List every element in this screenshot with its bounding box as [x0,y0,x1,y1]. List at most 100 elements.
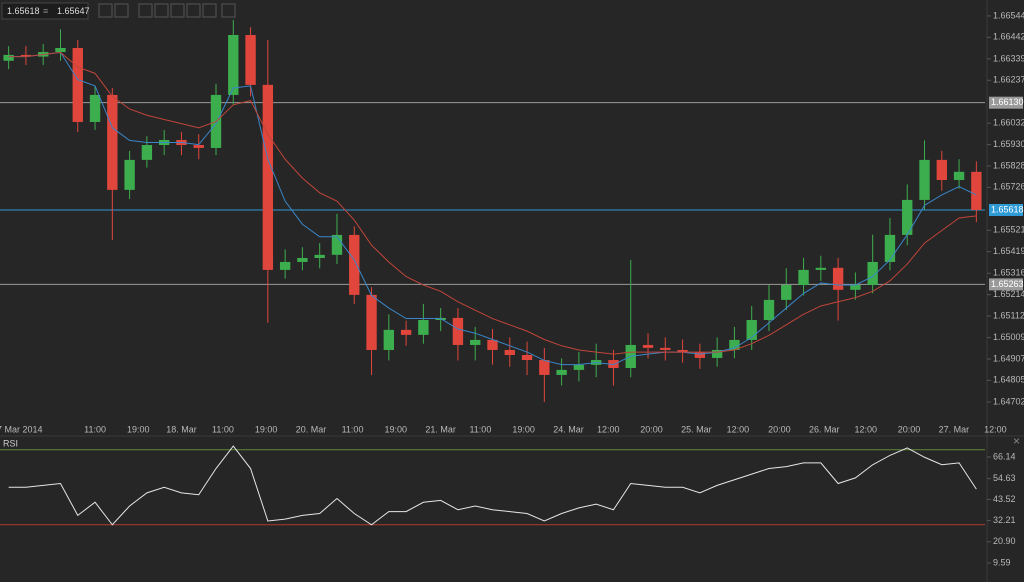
candle-body [694,351,706,358]
candle-body [815,267,827,270]
candle-body [608,360,619,368]
candle-body [89,94,101,122]
candle-body [279,261,291,270]
y-tick-label: 54.63 [993,473,1016,483]
level-label: 1.65263 [991,279,1024,289]
x-tick-label: 20. Mar [296,424,327,434]
x-tick-label: 24. Mar [553,424,584,434]
candle-body [400,329,412,335]
x-tick-label: 20:00 [768,424,791,434]
candle-body [452,317,464,345]
copy-button[interactable] [186,3,201,18]
y-tick-label: 1.65726 [993,182,1024,192]
x-tick-label: 11:00 [342,424,364,434]
candle-body [141,145,153,160]
zoom-in-button[interactable] [114,3,129,18]
y-tick-label: 1.65828 [993,160,1024,170]
y-tick-label: 1.66442 [993,32,1024,42]
y-tick-label: 1.64805 [993,375,1024,385]
price-box [1,2,89,20]
level-label-box [989,96,1023,109]
candle-body [470,339,481,345]
y-tick-label: 1.66544 [993,10,1024,20]
indicators-button[interactable] [170,3,185,18]
y-tick-label: 43.52 [993,494,1016,504]
x-tick-label: 19:00 [255,424,278,434]
candle-body [746,320,757,340]
x-tick-label: 26. Mar [809,424,840,434]
level-label: 1.65618 [991,204,1024,214]
candle-body [55,47,66,52]
toolbar: 1.65618 ≡ 1.65647 [1,2,236,20]
candle-body [124,159,135,190]
level-label-box [989,278,1023,291]
candle-body [850,285,861,290]
x-tick-label: 12:00 [597,424,620,434]
candle-body [20,54,32,57]
candle-body [763,299,775,321]
x-tick-label: 11:00 [469,424,491,434]
x-tick-label: 19:00 [384,424,407,434]
candle-body [193,145,204,148]
draw-button[interactable] [221,3,236,18]
candle-body [487,339,498,350]
y-tick-label: 1.65521 [993,225,1024,235]
candle-body [3,54,14,61]
x-tick-label: 25. Mar [681,424,712,434]
candle-body [314,254,325,258]
candle-body [936,159,947,181]
candle-body [504,349,515,356]
candle-body [953,171,965,181]
candle-body [729,339,740,350]
candle-body [556,369,567,375]
candle-body [867,261,878,286]
zoom-out-button[interactable] [98,3,113,18]
x-tick-label: 20:00 [640,424,663,434]
y-tick-label: 1.65930 [993,139,1024,149]
candle-body [781,285,792,300]
candle-body [383,329,394,350]
x-tick-label: 12:00 [984,424,1007,434]
x-tick-label: 11:00 [212,424,234,434]
separator-icon: ≡ [43,6,48,16]
y-tick-label: 1.65009 [993,332,1024,342]
pane-title: RSI [3,438,18,448]
bid-price: 1.65618 [7,6,40,16]
ask-price: 1.65647 [57,6,90,16]
rsi-line [8,445,977,526]
y-tick-label: 1.65316 [993,268,1024,278]
candle-body [521,355,533,361]
level-label: 1.66130 [991,97,1024,107]
candle-body [228,34,239,95]
x-tick-label: 17 Mar 2014 [0,424,43,434]
y-tick-label: 1.66032 [993,118,1024,128]
candle-body [919,159,930,200]
candle-body [711,349,723,358]
x-tick-label: 20:00 [898,424,921,434]
candle-body [902,199,913,235]
candle-body [297,257,308,262]
x-tick-label: 27. Mar [939,424,970,434]
y-tick-label: 1.66237 [993,75,1024,85]
y-tick-label: 1.65419 [993,246,1024,256]
x-tick-label: 19:00 [512,424,535,434]
settings-button[interactable] [202,3,217,18]
y-tick-label: 20.90 [993,536,1016,546]
x-tick-label: 11:00 [84,424,106,434]
candle-body [798,269,809,286]
y-tick-label: 1.66339 [993,53,1024,63]
close-pane-button[interactable]: × [1013,434,1020,448]
timeframe-button[interactable] [138,3,153,18]
candle-body [262,84,274,270]
candle-body [418,320,429,335]
candle-body [539,360,550,375]
y-tick-label: 1.64702 [993,396,1024,406]
x-tick-label: 12:00 [727,424,750,434]
y-tick-label: 66.14 [993,451,1016,461]
chart-type-button[interactable] [154,3,169,18]
candle-body [660,347,671,350]
level-label-box [989,203,1023,216]
y-tick-label: 32.21 [993,515,1016,525]
candle-body [832,267,844,290]
candle-body [331,234,343,255]
